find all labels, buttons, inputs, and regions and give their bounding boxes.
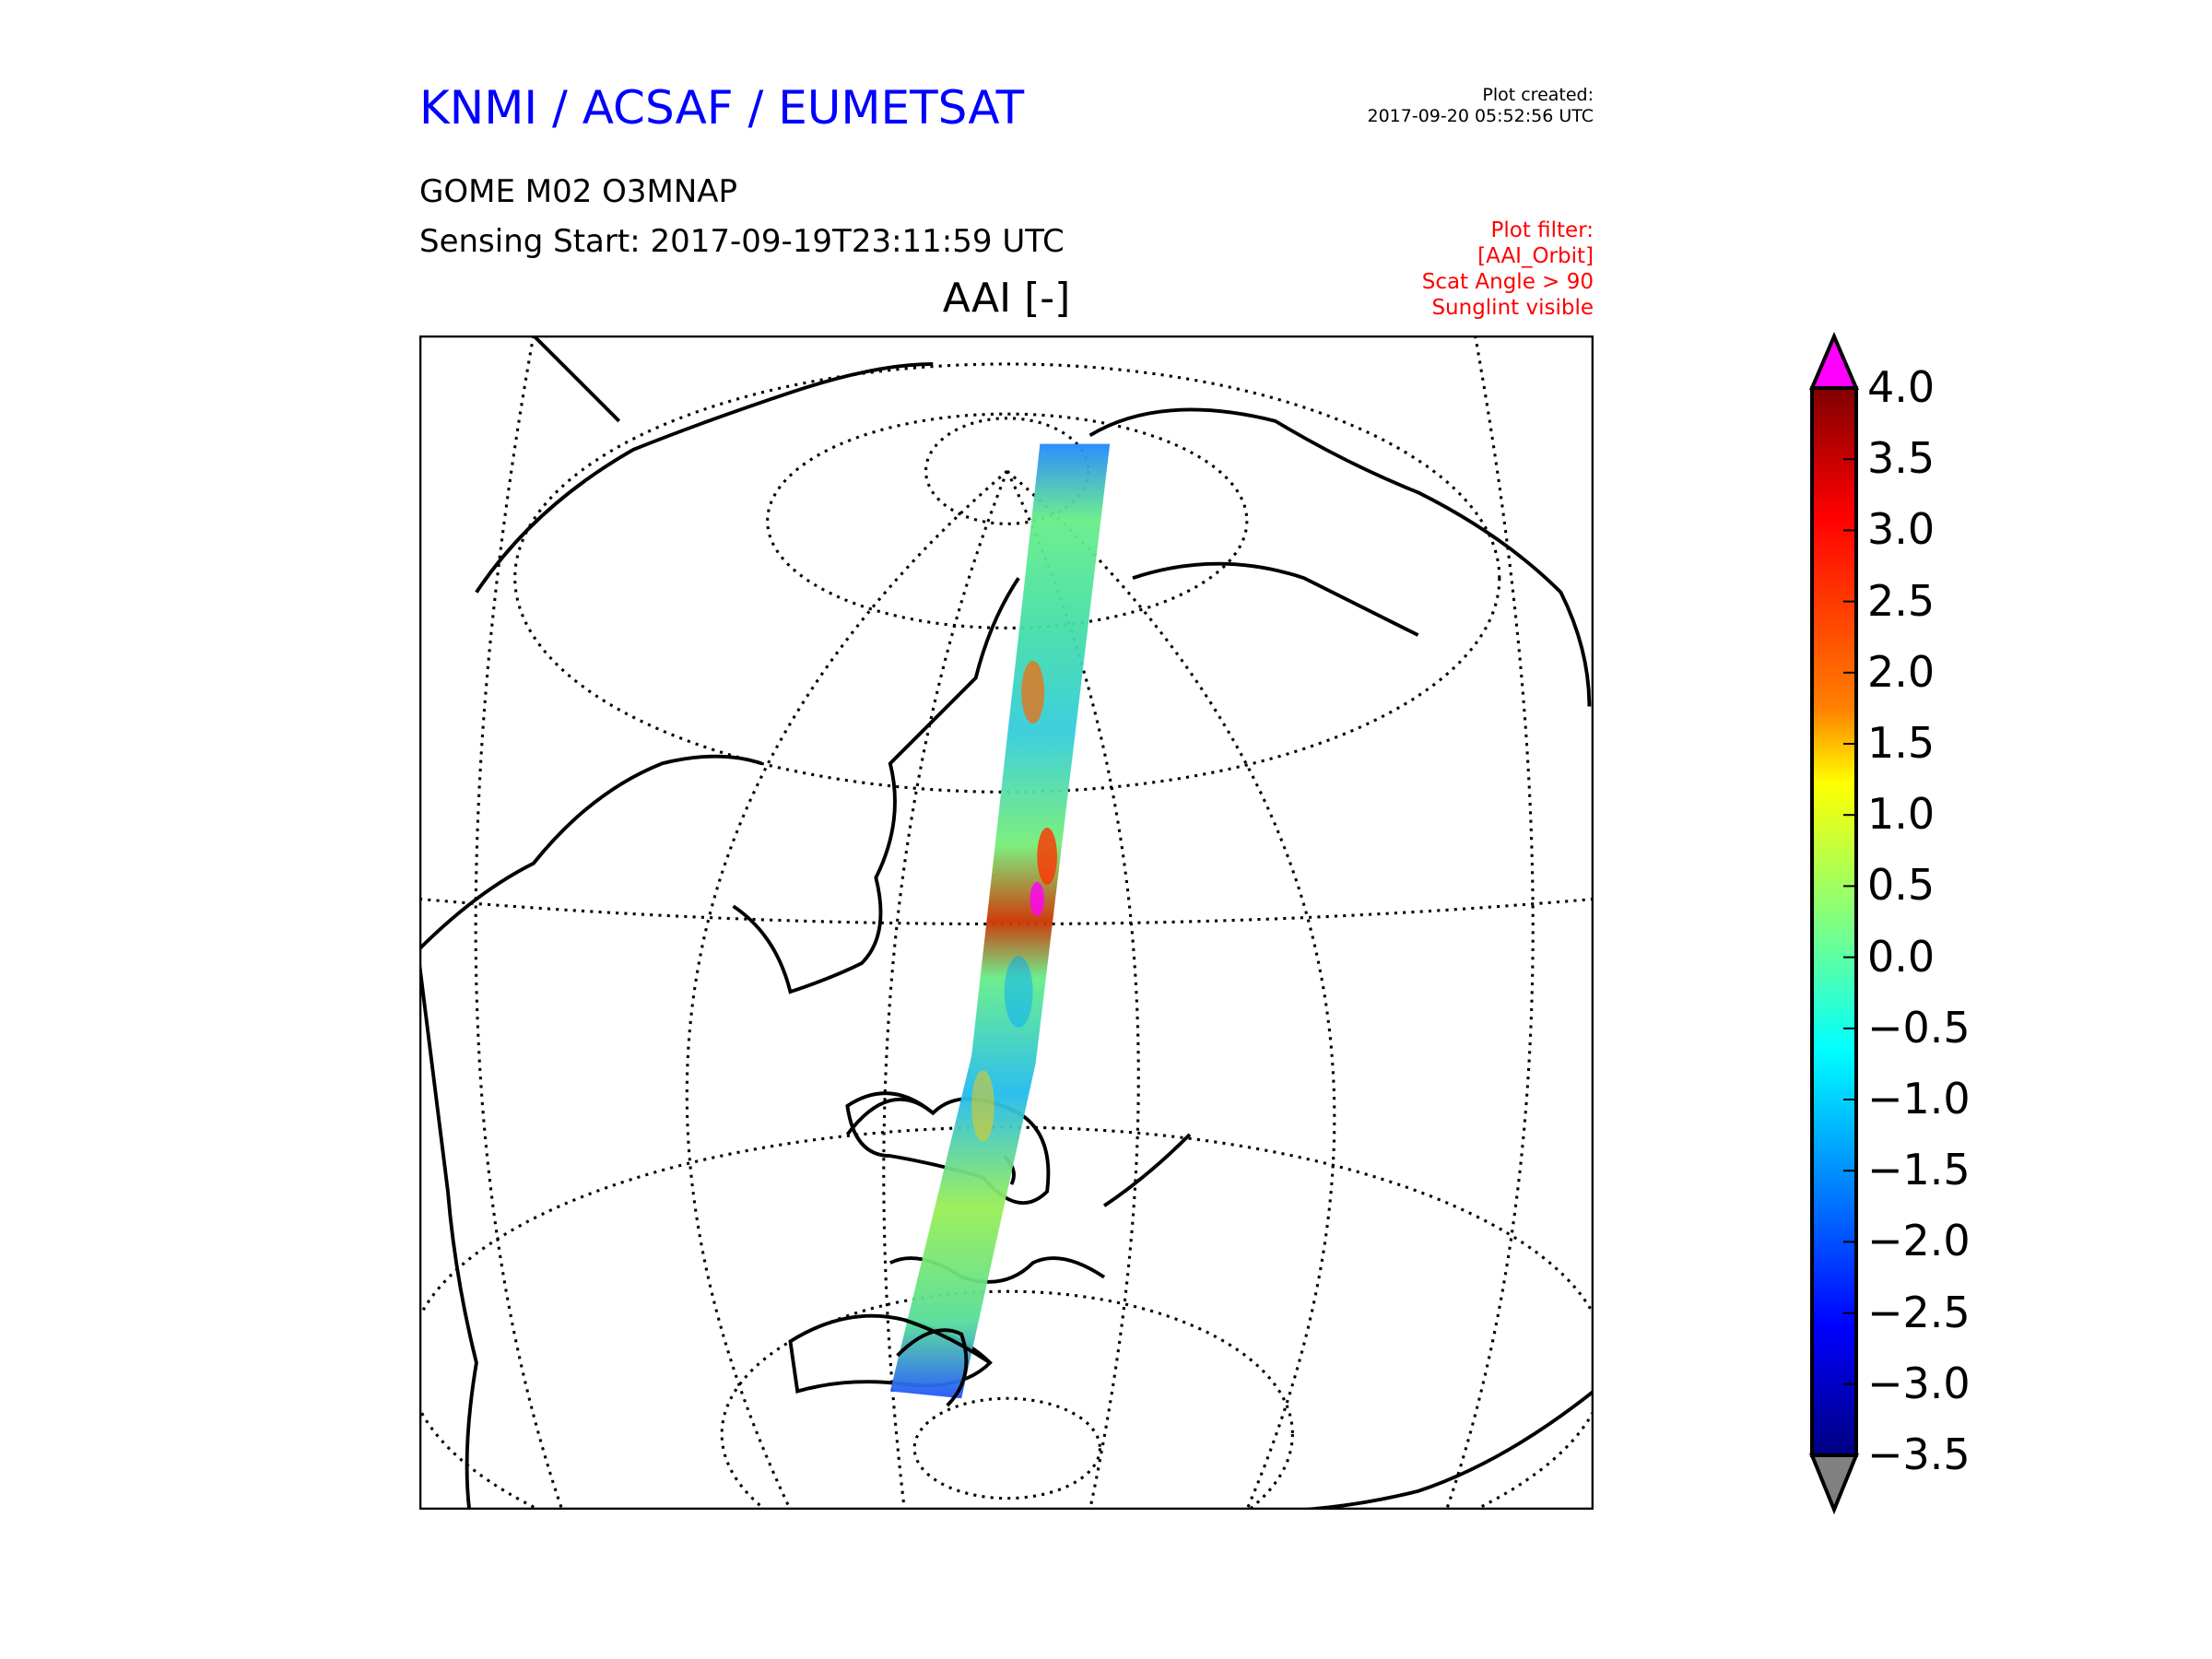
coastlines-over	[845, 1097, 992, 1407]
filter-line: [AAI_Orbit]	[1477, 244, 1594, 268]
data-swath	[889, 443, 1111, 1399]
map-plot	[419, 335, 1594, 1510]
brand-title: KNMI / ACSAF / EUMETSAT	[419, 81, 1025, 135]
filter-line: Plot filter:	[1490, 218, 1594, 242]
colorbar-tick-label: −0.5	[1867, 1002, 1971, 1053]
colorbar-tick-label: 0.0	[1867, 931, 1936, 982]
colorbar	[1808, 332, 1860, 1515]
product-name: GOME M02 O3MNAP	[419, 173, 738, 210]
colorbar-tick-label: 1.5	[1867, 718, 1936, 768]
filter-line: Sunglint visible	[1431, 296, 1594, 320]
colorbar-tick-label: 3.0	[1867, 504, 1936, 555]
colorbar-tick-label: −1.5	[1867, 1145, 1971, 1195]
colorbar-tick-label: 4.0	[1867, 362, 1936, 412]
colorbar-tick-label: −3.5	[1867, 1430, 1971, 1479]
map-title: AAI [-]	[942, 275, 1071, 322]
colorbar-tick-label: −2.5	[1867, 1287, 1971, 1337]
colorbar-tick-label: 0.5	[1867, 860, 1936, 911]
colorbar-tick-label: 2.5	[1867, 575, 1936, 626]
plot-created-time: 2017-09-20 05:52:56 UTC	[1367, 106, 1594, 126]
plot-created: Plot created: 2017-09-20 05:52:56 UTC	[1368, 85, 1594, 127]
colorbar-tick-label: −2.0	[1867, 1216, 1971, 1266]
plot-filter: Plot filter: [AAI_Orbit] Scat Angle > 90…	[1422, 218, 1594, 321]
swath-features	[971, 660, 1057, 1142]
plot-created-label: Plot created:	[1482, 85, 1594, 105]
colorbar-over-triangle	[1808, 332, 1860, 390]
colorbar-tick-label: 2.0	[1867, 646, 1936, 697]
colorbar-tick-label: −3.0	[1867, 1358, 1971, 1408]
colorbar-tick-label: −1.0	[1867, 1074, 1971, 1124]
sensing-start: Sensing Start: 2017-09-19T23:11:59 UTC	[419, 223, 1065, 260]
colorbar-gradient	[1810, 386, 1858, 1457]
colorbar-tick-label: 3.5	[1867, 433, 1936, 484]
filter-line: Scat Angle > 90	[1421, 270, 1594, 294]
colorbar-tick-label: 1.0	[1867, 789, 1936, 840]
colorbar-under-triangle	[1809, 1453, 1859, 1515]
